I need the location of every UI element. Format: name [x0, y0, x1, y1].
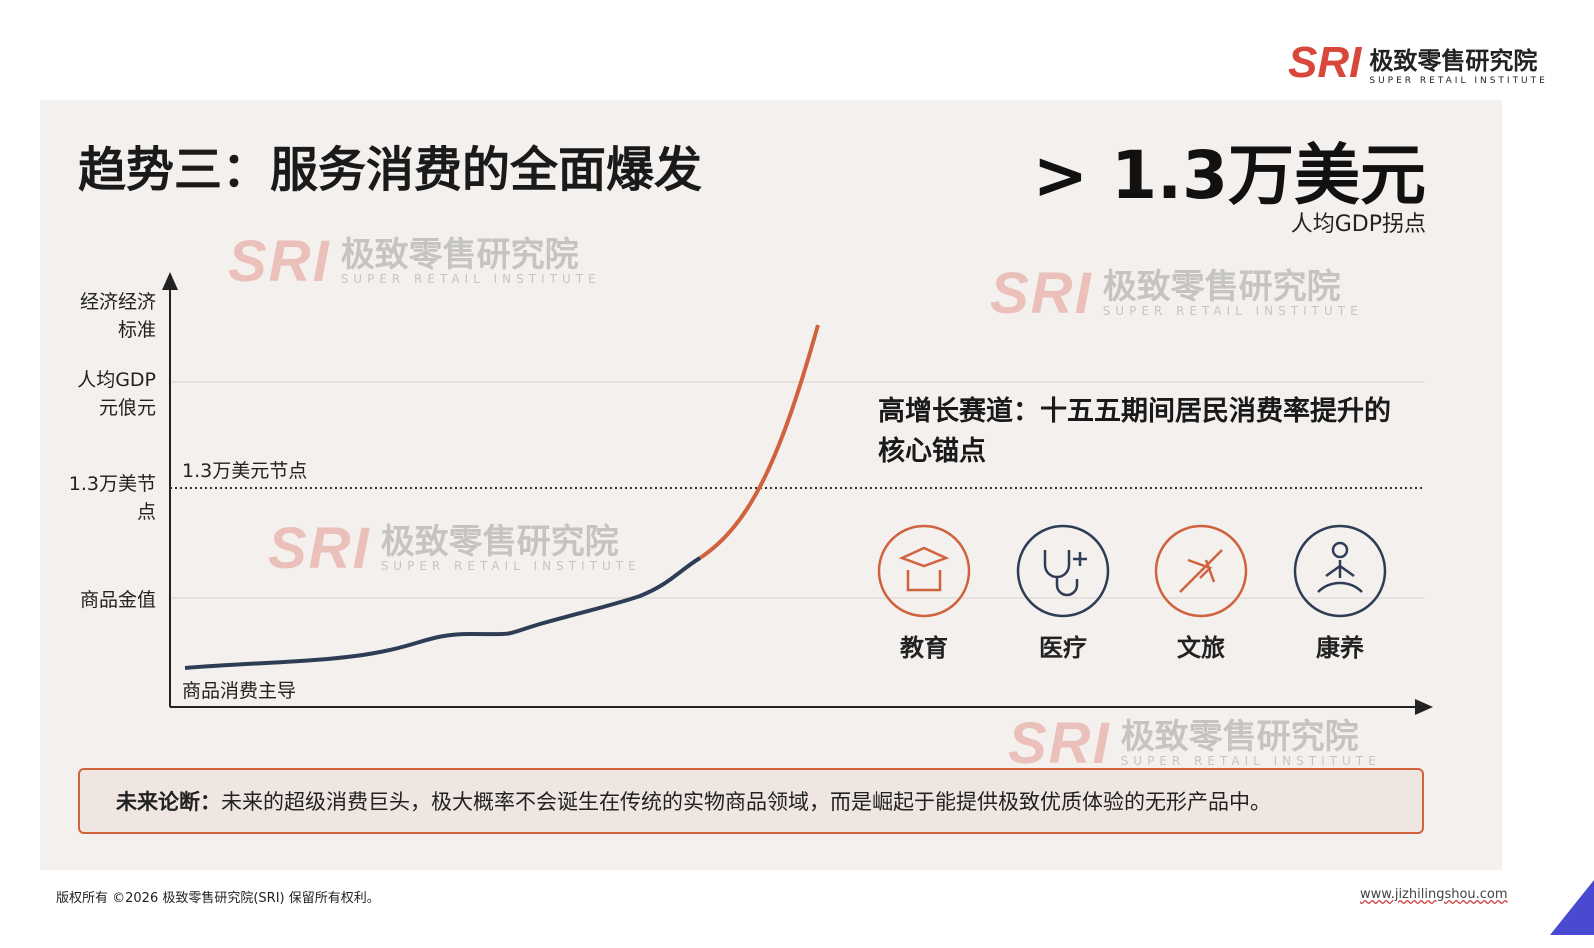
url: www.jizhilingshou.com [1360, 887, 1508, 902]
wm-logo: SRI [228, 229, 331, 294]
sector-label: 教育 [900, 634, 948, 662]
wm-en: SUPER RETAIL INSTITUTE [340, 271, 601, 286]
sector-label: 康养 [1316, 634, 1364, 662]
wm-cn: 极致零售研究院 [1120, 716, 1359, 757]
wm-cn: 极致零售研究院 [1102, 266, 1341, 307]
wm-cn: 极致零售研究院 [380, 521, 619, 562]
logo: SRI [1288, 38, 1362, 87]
y-label: 商品金值 [79, 589, 156, 611]
watermark: SRI 极致零售研究院 SUPER RETAIL INSTITUTE [268, 515, 641, 582]
sector-label: 文旅 [1177, 634, 1225, 662]
sector-label: 医疗 [1039, 634, 1087, 662]
slide-panel [40, 100, 1502, 870]
wm-en: SUPER RETAIL INSTITUTE [1102, 303, 1363, 318]
wm-en: SUPER RETAIL INSTITUTE [1120, 753, 1381, 768]
wm-cn: 极致零售研究院 [340, 234, 579, 275]
wm-en: SUPER RETAIL INSTITUTE [380, 558, 641, 573]
watermark: SRI 极致零售研究院 SUPER RETAIL INSTITUTE [228, 228, 601, 295]
wm-logo: SRI [1008, 711, 1111, 776]
watermark: SRI 极致零售研究院 SUPER RETAIL INSTITUTE [1008, 710, 1381, 777]
panel-heading: 高增长赛道：十五五期间居民消费率提升的核心锚点 [878, 396, 1391, 467]
watermark: SRI 极致零售研究院 SUPER RETAIL INSTITUTE [990, 260, 1363, 327]
slide-title: 趋势三：服务消费的全面爆发 [78, 142, 703, 198]
copyright: 版权所有 ©2026 极致零售研究院(SRI) 保留所有权利。 [56, 891, 380, 906]
wm-logo: SRI [990, 261, 1093, 326]
goods-curve [184, 556, 702, 670]
brand-en: SUPER RETAIL INSTITUTE [1369, 75, 1548, 86]
threshold-label: 1.3万美元节点 [182, 460, 308, 482]
corner-accent [1550, 880, 1594, 935]
start-label: 商品消费主导 [182, 680, 297, 702]
icons [877, 524, 1387, 618]
brand-text: 极致零售研究院 SUPER RETAIL INSTITUTE [1369, 41, 1547, 86]
brand-logo: SRI 极致零售研究院 SUPER RETAIL INSTITUTE [1288, 38, 1548, 88]
wm-logo: SRI [268, 516, 371, 581]
y-label: 1.3万美节点 [68, 473, 156, 523]
brand-cn: 极致零售研究院 [1369, 46, 1538, 75]
conclusion-label: 未来论断： [116, 790, 221, 814]
service-curve [698, 324, 820, 560]
conclusion-text: 未来的超级消费巨头，极大概率不会诞生在传统的实物商品领域，而是崛起于能提供极致优… [221, 790, 1271, 814]
y-label: 经济经济标准 [79, 291, 156, 341]
headline: > 1.3万美元 [1032, 137, 1426, 214]
y-label: 人均GDP元俍元 [77, 369, 156, 419]
conclusion-box: 未来论断： 未来的超级消费巨头，极大概率不会诞生在传统的实物商品领域，而是崛起于能… [78, 768, 1424, 834]
headline-sub: 人均GDP拐点 [1290, 212, 1426, 237]
